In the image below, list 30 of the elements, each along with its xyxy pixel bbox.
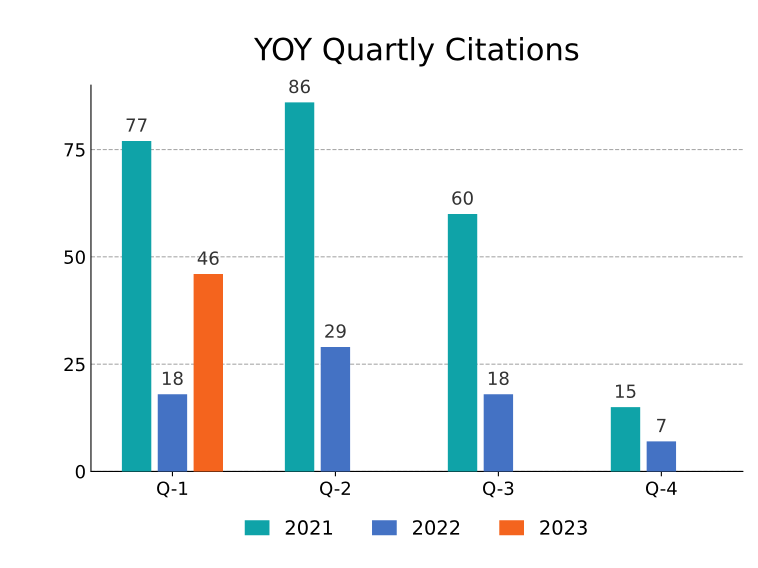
- data-label: 29: [325, 324, 346, 338]
- bar: [610, 407, 640, 472]
- x-tick-label: Q-2: [320, 481, 350, 498]
- bar: [122, 140, 152, 472]
- data-label: 7: [657, 418, 666, 432]
- legend-label: 2023: [540, 520, 587, 535]
- y-tick-label: 25: [64, 358, 85, 372]
- y-tick-label: 0: [76, 464, 85, 479]
- bar: [158, 394, 188, 472]
- legend-label: 2022: [413, 520, 460, 535]
- y-tick-label: 75: [64, 143, 85, 157]
- bar: [320, 346, 350, 472]
- data-label: 86: [289, 80, 310, 94]
- bar: [448, 214, 478, 472]
- data-label: 60: [452, 191, 473, 205]
- y-tick-label: 50: [64, 250, 85, 264]
- data-label: 18: [488, 371, 509, 386]
- data-label: 77: [126, 118, 147, 132]
- data-label: 18: [162, 371, 183, 386]
- bar: [646, 441, 676, 472]
- x-tick-label: Q-4: [646, 481, 677, 498]
- chart-title: YOY Quartly Citations: [254, 36, 578, 67]
- legend-label: 2021: [286, 520, 332, 535]
- bar: [284, 102, 314, 472]
- data-label: 15: [616, 384, 636, 398]
- bar: [484, 394, 514, 472]
- data-label: 46: [198, 251, 219, 265]
- x-tick-label: Q-1: [157, 481, 188, 498]
- bar: [194, 274, 223, 472]
- x-tick-label: Q-3: [483, 481, 514, 498]
